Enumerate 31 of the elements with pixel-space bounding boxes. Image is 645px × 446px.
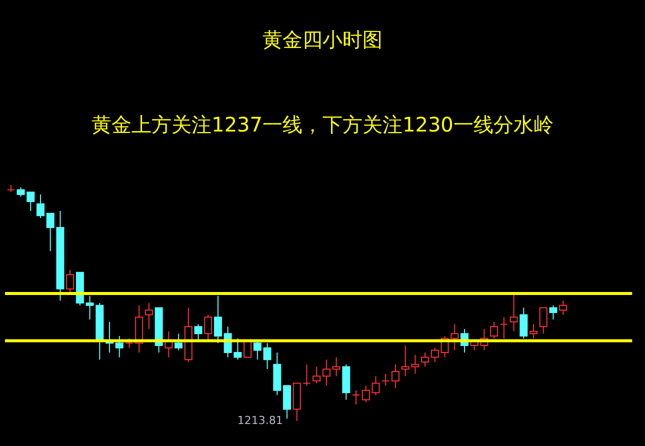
candlestick [421,352,430,368]
candlestick [549,304,558,320]
candlestick [510,293,518,332]
candlestick [312,366,321,384]
candlestick [539,307,548,334]
candlestick [430,347,439,362]
candlestick [332,356,340,377]
candlestick [66,269,74,294]
candlestick [391,364,400,388]
candlestick [322,359,330,386]
candlestick [283,385,292,420]
candlestick [174,333,183,351]
candlestick [382,373,390,386]
candlestick [263,342,272,370]
candlestick [490,321,498,339]
candlestick [500,316,508,339]
candlestick [115,336,124,358]
candlestick [125,338,134,348]
candlestick [302,364,311,386]
candlestick [214,295,222,344]
candlestick [194,324,202,342]
candlestick [352,390,360,405]
candlestick [36,194,44,219]
candlestick [530,324,538,339]
chart-subtitle: 黄金上方关注1237一线，下方关注1230一线分水岭 [92,112,554,136]
annotation: 1213.81 [237,414,283,427]
candlestick [144,302,153,330]
chart-title: 黄金四小时图 [262,28,382,52]
candlestick [520,307,528,339]
candlestick [559,300,568,316]
candlestick [204,314,212,342]
